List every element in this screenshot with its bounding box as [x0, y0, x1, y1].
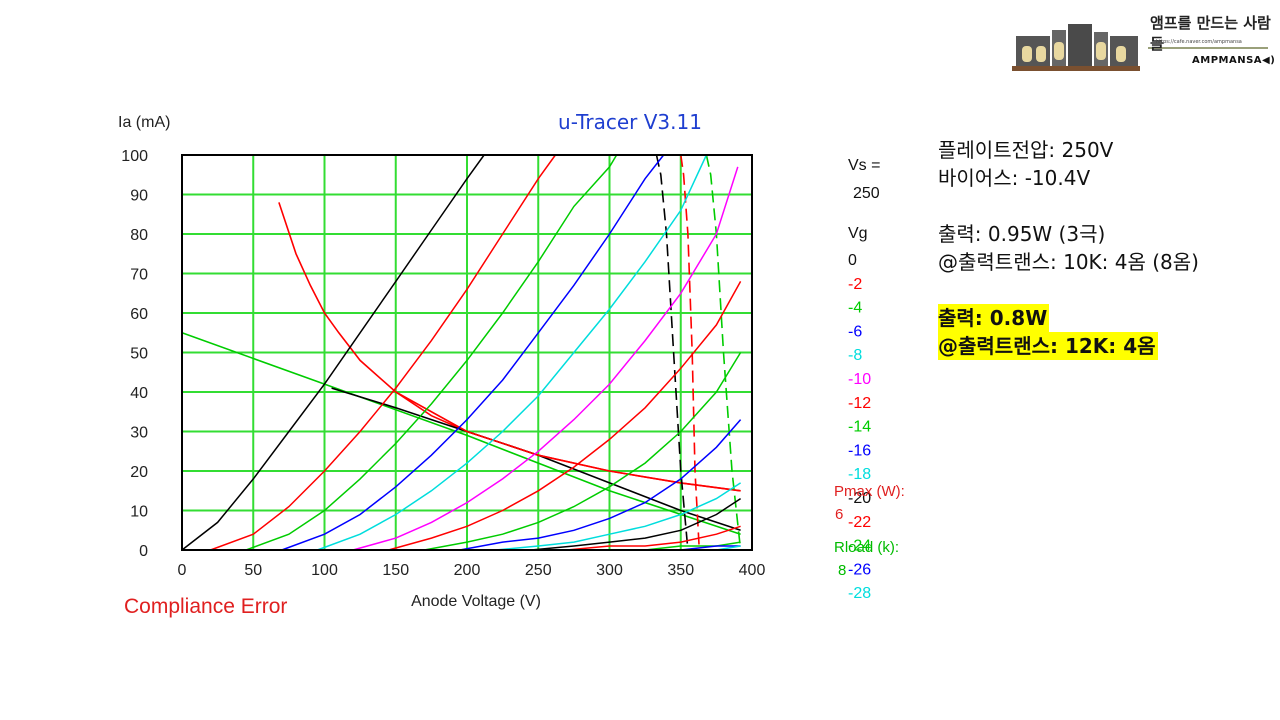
legend-entry: -22 — [848, 514, 871, 531]
series-line-vg-22 — [566, 525, 741, 551]
legend-entry: -24 — [848, 538, 871, 555]
x-tick-label: 0 — [178, 562, 187, 579]
spacer — [938, 192, 1199, 220]
x-tick-label: 400 — [739, 562, 766, 579]
legend-entry: -14 — [848, 419, 871, 436]
pmax-value: 6 — [835, 506, 843, 523]
vs-value: 250 — [853, 185, 880, 202]
series-line-vg-8 — [317, 154, 708, 551]
x-tick-label: 250 — [525, 562, 552, 579]
pmax-label: Pmax (W): — [834, 483, 905, 500]
legend-entry: -6 — [848, 323, 862, 340]
series-line-vg-4 — [245, 154, 618, 551]
logo-name: AMPMANSA◀) — [1192, 55, 1276, 66]
x-tick-label: 100 — [311, 562, 338, 579]
series-lines — [181, 154, 742, 551]
legend-entry: -8 — [848, 347, 862, 364]
legend-entry: 0 — [848, 252, 857, 269]
bias-text: 바이어스: -10.4V — [938, 166, 1091, 190]
legend-entry: -4 — [848, 300, 862, 317]
output-transformer-text: @출력트랜스: 10K: 4옴 (8옴) — [938, 250, 1199, 274]
x-axis-label: Anode Voltage (V) — [411, 593, 541, 610]
series-line-vg-18 — [495, 482, 742, 551]
y-tick-label: 50 — [130, 346, 148, 363]
logo-title: 앰프를 만드는 사람들 — [1150, 14, 1271, 53]
series-line-vg-16 — [459, 419, 742, 551]
overlay-vertical — [680, 154, 701, 551]
y-tick-label: 30 — [130, 425, 148, 442]
output-triode-text: 출력: 0.95W (3극) — [938, 222, 1106, 246]
amp-logo-icon — [1012, 24, 1140, 71]
overlay-lines — [181, 154, 742, 551]
rload-label: Rload (k): — [834, 539, 899, 556]
series-line-vg0 — [181, 154, 485, 551]
rload-value: 8 — [838, 562, 846, 579]
plot-border — [181, 154, 753, 551]
y-tick-label: 40 — [130, 385, 148, 402]
y-tick-label: 80 — [130, 227, 148, 244]
legend: 0 -2 -4 -6 -8 -10 -12 -14 -16 -18 -20 -22 -24 -26 -28 — [848, 252, 871, 602]
y-tick-label: 10 — [130, 504, 148, 521]
legend-entry: -28 — [848, 585, 871, 602]
legend-entry: -10 — [848, 371, 871, 388]
x-tick-label: 50 — [244, 562, 262, 579]
y-tick-label: 60 — [130, 306, 148, 323]
x-tick-label: 200 — [454, 562, 481, 579]
x-tick-label: 300 — [596, 562, 623, 579]
y-tick-label: 90 — [130, 188, 148, 205]
y-tick-label: 100 — [121, 148, 148, 165]
overlay-vertical — [655, 154, 689, 551]
overlay-vertical — [705, 154, 742, 551]
logo-url: https://cafe.naver.com/ampmansa — [1156, 39, 1242, 45]
plate-voltage-text: 플레이트전압: 250V — [938, 138, 1114, 162]
x-tick-label: 150 — [382, 562, 409, 579]
logo-divider — [1148, 47, 1268, 49]
output-transformer-highlight-text: @출력트랜스: 12K: 4옴 — [938, 332, 1158, 360]
y-tick-label: 70 — [130, 267, 148, 284]
series-line-vg-12 — [388, 281, 742, 551]
series-line-vg-14 — [424, 352, 742, 551]
legend-entry: -18 — [848, 466, 871, 483]
legend-entry: -26 — [848, 561, 871, 578]
series-line-vg-20 — [531, 497, 742, 551]
status-error: Compliance Error — [124, 595, 287, 618]
chart-title: u-Tracer V3.11 — [558, 110, 702, 134]
series-line-vg-6 — [281, 154, 665, 551]
y-tick-label: 20 — [130, 464, 148, 481]
legend-entry: -20 — [848, 490, 871, 507]
legend-entry: -16 — [848, 442, 871, 459]
y-tick-label: 0 — [139, 543, 148, 560]
series-line-vg-10 — [352, 166, 739, 551]
legend-entry: -2 — [848, 276, 862, 293]
tick-labels: 0 50 100 150 200 250 300 350 400 0 10 20 30 40 50 60 70 8… — [121, 148, 765, 579]
overlay-load-line — [181, 332, 741, 535]
vg-label: Vg — [848, 225, 868, 242]
spacer — [938, 276, 1199, 304]
y-axis-label: Ia (mA) — [118, 114, 170, 131]
overlay-load-line — [395, 391, 741, 492]
legend-entry: -12 — [848, 395, 871, 412]
output-highlight-text: 출력: 0.8W — [938, 304, 1050, 332]
x-tick-label: 350 — [667, 562, 694, 579]
series-line-vg-2 — [210, 154, 557, 551]
vs-label: Vs = — [848, 157, 880, 174]
notes-panel: 플레이트전압: 250V 바이어스: -10.4V 출력: 0.95W (3극)… — [938, 136, 1199, 360]
